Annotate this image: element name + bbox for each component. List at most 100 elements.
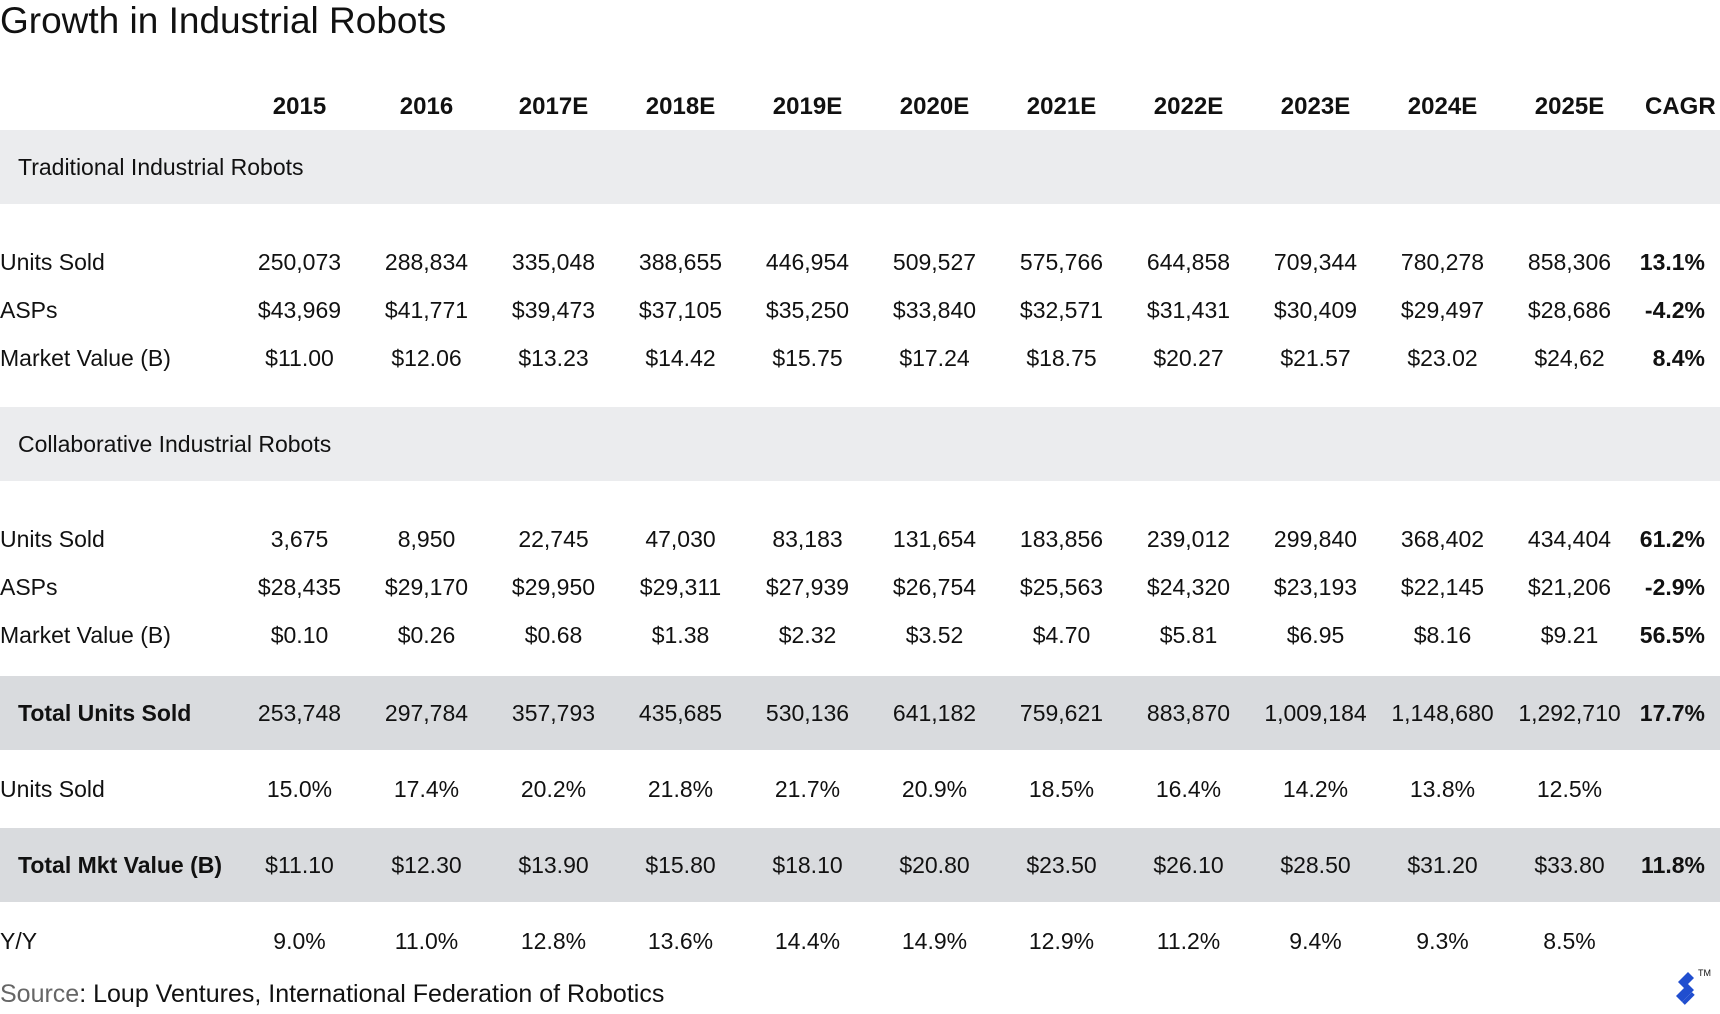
col-header: 2022E <box>1153 93 1224 120</box>
row-label: ASPs <box>0 573 58 600</box>
row-label: Market Value (B) <box>0 344 171 371</box>
row-label: Total Mkt Value (B) <box>18 851 223 878</box>
table-cell: 83,183 <box>772 525 843 552</box>
cagr-cell: 13.1% <box>1639 248 1705 275</box>
table-cell: $26,754 <box>892 573 977 600</box>
table-cell: $24,62 <box>1534 344 1605 371</box>
table-cell: $5.81 <box>1159 621 1218 648</box>
cagr-cell: 11.8% <box>1641 851 1705 878</box>
table-cell: 3,675 <box>270 525 329 552</box>
total-value-row: Total Mkt Value (B) $11.10 $12.30 $13.90 $15… <box>0 828 1720 902</box>
table-cell: $25,563 <box>1019 573 1104 600</box>
table-cell: $18.10 <box>772 851 843 878</box>
row-label: Units Sold <box>0 775 105 802</box>
table-cell: 47,030 <box>645 525 716 552</box>
row-label: Total Units Sold <box>18 699 192 726</box>
units-growth-row: Units Sold 15.0% 17.4% 20.2% 21.8% 21.7% 20.9%… <box>0 750 1720 828</box>
source-key: Source <box>0 980 80 1008</box>
table-cell: $17.24 <box>899 344 970 371</box>
table-cell: $23.50 <box>1026 851 1097 878</box>
table-cell: $22,145 <box>1400 573 1485 600</box>
col-header: 2017E <box>518 93 589 120</box>
table-cell: 388,655 <box>638 248 723 275</box>
col-header: 2015 <box>272 93 327 120</box>
table-cell: 14.9% <box>901 927 968 954</box>
table-cell: $13.23 <box>518 344 589 371</box>
table-cell: 644,858 <box>1146 248 1231 275</box>
table-cell: 780,278 <box>1400 248 1485 275</box>
table-cell: $43,969 <box>257 296 342 323</box>
table-cell: $23.02 <box>1407 344 1478 371</box>
table-cell: 335,048 <box>511 248 596 275</box>
table-cell: 1,148,680 <box>1391 699 1494 726</box>
table-cell: 13.6% <box>647 927 714 954</box>
table-cell: $4.70 <box>1032 621 1091 648</box>
table-cell: $2.32 <box>778 621 837 648</box>
table-cell: $29,950 <box>511 573 596 600</box>
table-cell: $0.68 <box>524 621 583 648</box>
row-label: Units Sold <box>0 248 105 275</box>
header-row: 2015 2016 2017E 2018E 2019E 2020E 2021E … <box>0 84 1720 130</box>
row-label: Y/Y <box>0 927 38 954</box>
table-cell: $14.42 <box>645 344 716 371</box>
table-cell: $0.26 <box>397 621 456 648</box>
col-header: 2016 <box>399 93 454 120</box>
table-cell: $0.10 <box>270 621 329 648</box>
table-cell: $28,435 <box>257 573 342 600</box>
col-header: 2023E <box>1280 93 1351 120</box>
col-header: 2025E <box>1534 93 1605 120</box>
table-cell: 21.8% <box>647 775 714 802</box>
yy-row: Y/Y 9.0% 11.0% 12.8% 13.6% 14.4% 14.9% 12.9% 11.… <box>0 902 1720 980</box>
table-cell: $8.16 <box>1413 621 1472 648</box>
data-table: 2015 2016 2017E 2018E 2019E 2020E 2021E … <box>0 84 1720 980</box>
table-cell: $41,771 <box>384 296 469 323</box>
table-cell: 12.5% <box>1536 775 1603 802</box>
table-cell: 250,073 <box>257 248 342 275</box>
table-cell: 20.2% <box>520 775 587 802</box>
table-cell: 641,182 <box>892 699 977 726</box>
table-cell: $11.10 <box>265 851 334 878</box>
col-header: 2018E <box>645 93 716 120</box>
table-cell: $21,206 <box>1527 573 1612 600</box>
table-row: Market Value (B) $0.10 $0.26 $0.68 $1.38 $2.3… <box>0 611 1720 659</box>
table-cell: 13.8% <box>1409 775 1476 802</box>
row-label: Market Value (B) <box>0 621 171 648</box>
table-cell: 8,950 <box>397 525 456 552</box>
table-cell: $3.52 <box>905 621 964 648</box>
table-cell: $30,409 <box>1273 296 1358 323</box>
source-text: : Loup Ventures, International Federatio… <box>79 980 665 1008</box>
cagr-cell: 8.4% <box>1652 344 1705 371</box>
col-header: 2021E <box>1026 93 1097 120</box>
table-cell: $11.00 <box>265 344 334 371</box>
table-cell: 9.0% <box>273 927 326 954</box>
table-cell: $31,431 <box>1146 296 1231 323</box>
cagr-cell: 61.2% <box>1639 525 1705 552</box>
section-label: Collaborative Industrial Robots <box>18 430 332 457</box>
total-units-row: Total Units Sold 253,748 297,784 357,793 435… <box>0 676 1720 750</box>
cagr-cell: -2.9% <box>1644 573 1705 600</box>
table-cell: $15.80 <box>645 851 716 878</box>
row-label: ASPs <box>0 296 58 323</box>
table-cell: 12.8% <box>520 927 587 954</box>
table-cell: 9.3% <box>1416 927 1469 954</box>
table-cell: $33,840 <box>892 296 977 323</box>
table-cell: 858,306 <box>1527 248 1612 275</box>
table-cell: $20.27 <box>1153 344 1224 371</box>
section-label: Traditional Industrial Robots <box>18 153 304 180</box>
table-cell: 530,136 <box>765 699 850 726</box>
table-cell: 16.4% <box>1155 775 1222 802</box>
cagr-cell: -4.2% <box>1644 296 1705 323</box>
table-cell: 434,404 <box>1527 525 1612 552</box>
table-cell: 11.0% <box>394 927 459 954</box>
table-cell: $23,193 <box>1273 573 1358 600</box>
table-cell: 299,840 <box>1273 525 1358 552</box>
table-cell: 12.9% <box>1028 927 1095 954</box>
table-cell: $29,497 <box>1400 296 1485 323</box>
table-row: Units Sold 3,675 8,950 22,745 47,030 83,183 13… <box>0 515 1720 563</box>
table-cell: $12.06 <box>391 344 462 371</box>
toptal-logo-icon: TM <box>1676 968 1711 1005</box>
table-cell: 14.4% <box>774 927 841 954</box>
table-cell: $33.80 <box>1534 851 1605 878</box>
table-cell: 1,292,710 <box>1518 699 1621 726</box>
table-row: Units Sold 250,073 288,834 335,048 388,655 44… <box>0 238 1720 286</box>
